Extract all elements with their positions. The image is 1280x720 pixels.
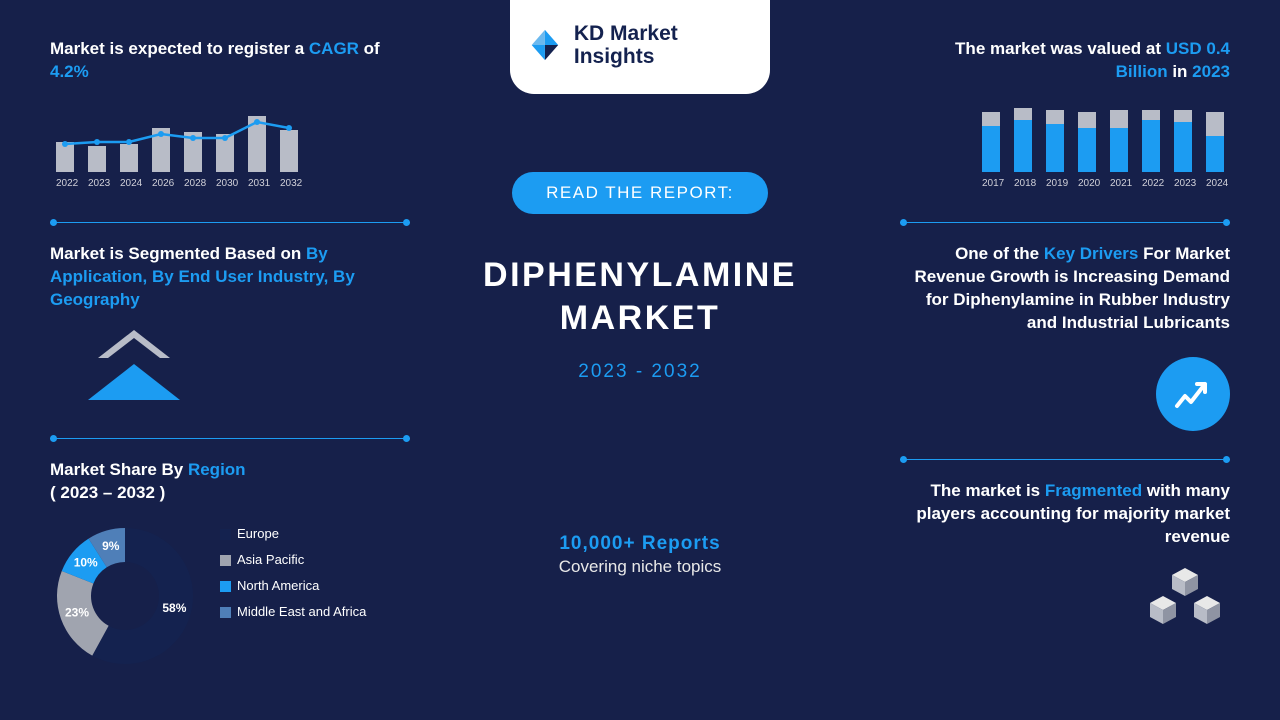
region-donut-chart: 58% 23% 10% 9% [50, 521, 200, 671]
reports-subtitle: Covering niche topics [420, 557, 860, 577]
read-report-button[interactable]: READ THE REPORT: [512, 172, 768, 214]
segment-text: Market is Segmented Based on By Applicat… [50, 243, 410, 312]
fragmented-text: The market is Fragmented with many playe… [900, 480, 1230, 549]
brand-logo: KD Market Insights [510, 0, 770, 94]
up-arrows-icon [80, 330, 190, 410]
valuation-text: The market was valued at USD 0.4 Billion… [900, 38, 1230, 84]
svg-text:10%: 10% [74, 555, 98, 569]
region-title: Market Share By Region ( 2023 – 2032 ) [50, 459, 410, 505]
reports-count: 10,000+ Reports [420, 533, 860, 555]
title-line-1: DIPHENYLAMINE [420, 254, 860, 297]
title-line-2: MARKET [420, 297, 860, 340]
cagr-text: Market is expected to register a CAGR of… [50, 38, 410, 84]
divider [900, 222, 1230, 223]
growth-icon [1156, 357, 1230, 431]
brand-name: KD Market Insights [574, 22, 754, 68]
svg-text:23%: 23% [65, 605, 89, 619]
region-legend: EuropeAsia PacificNorth AmericaMiddle Ea… [220, 521, 366, 625]
cubes-icon [1140, 566, 1230, 646]
cagr-chart: 20222023202420262028203020312032 [50, 102, 410, 194]
logo-mark-icon [526, 25, 564, 65]
divider [50, 438, 410, 439]
forecast-years: 2023 - 2032 [420, 361, 860, 383]
driver-text: One of the Key Drivers For Market Revenu… [900, 243, 1230, 335]
svg-text:9%: 9% [102, 539, 120, 553]
divider [900, 459, 1230, 460]
valuation-chart: 20172018201920202021202220232024 [900, 102, 1230, 194]
divider [50, 222, 410, 223]
svg-text:58%: 58% [162, 600, 186, 614]
page-title: DIPHENYLAMINE MARKET [420, 254, 860, 339]
